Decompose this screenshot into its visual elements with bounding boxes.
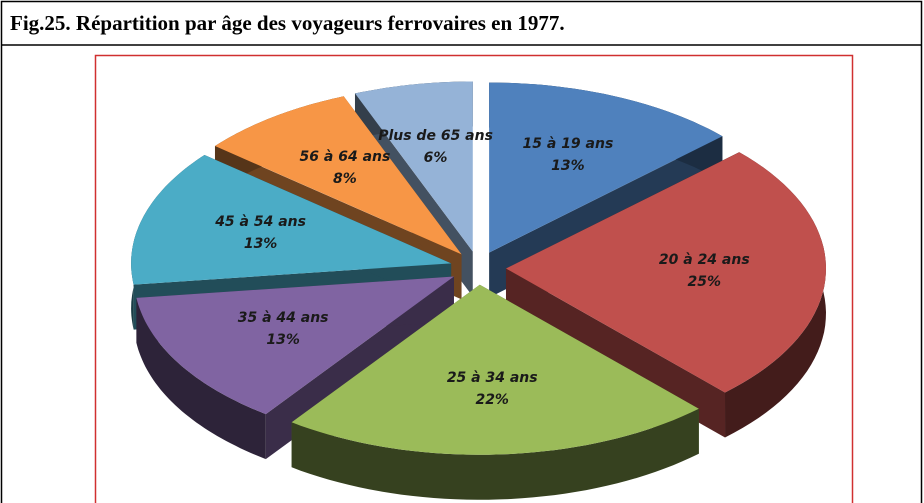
slice-top xyxy=(131,155,452,285)
slice-label: 25 à 34 ans xyxy=(447,370,538,386)
slice-label: 45 à 54 ans xyxy=(214,214,306,230)
slice-top xyxy=(291,284,699,455)
slice-value-label: 6% xyxy=(424,150,448,166)
slice-wall xyxy=(136,297,266,460)
slice-value-label: 13% xyxy=(244,236,278,252)
slice-top xyxy=(215,96,462,255)
slice-value-label: 13% xyxy=(551,158,585,174)
slice-top xyxy=(355,81,473,252)
chart-title: Fig.25. Répartition par âge des voyageur… xyxy=(10,11,565,35)
slice-top xyxy=(505,152,826,393)
slice-label: 20 à 24 ans xyxy=(659,252,750,268)
slice-top xyxy=(489,82,723,253)
slice-value-label: 22% xyxy=(475,392,509,408)
slice-value-label: 8% xyxy=(333,171,357,187)
slice-label: Plus de 65 ans xyxy=(378,128,493,144)
slice-label: 35 à 44 ans xyxy=(238,310,329,326)
slice-top xyxy=(136,276,454,415)
slice-wall xyxy=(291,408,699,500)
slice-value-label: 13% xyxy=(266,332,300,348)
slice xyxy=(291,284,699,500)
pie: 15 à 19 ans 13% 20 à 24 ans 25% 25 à 34 ans 2… xyxy=(131,81,826,500)
chart-border xyxy=(94,54,854,503)
slice-label: 56 à 64 ans xyxy=(300,149,391,165)
slice-label: 15 à 19 ans xyxy=(523,136,614,152)
slice-value-label: 25% xyxy=(688,274,722,290)
